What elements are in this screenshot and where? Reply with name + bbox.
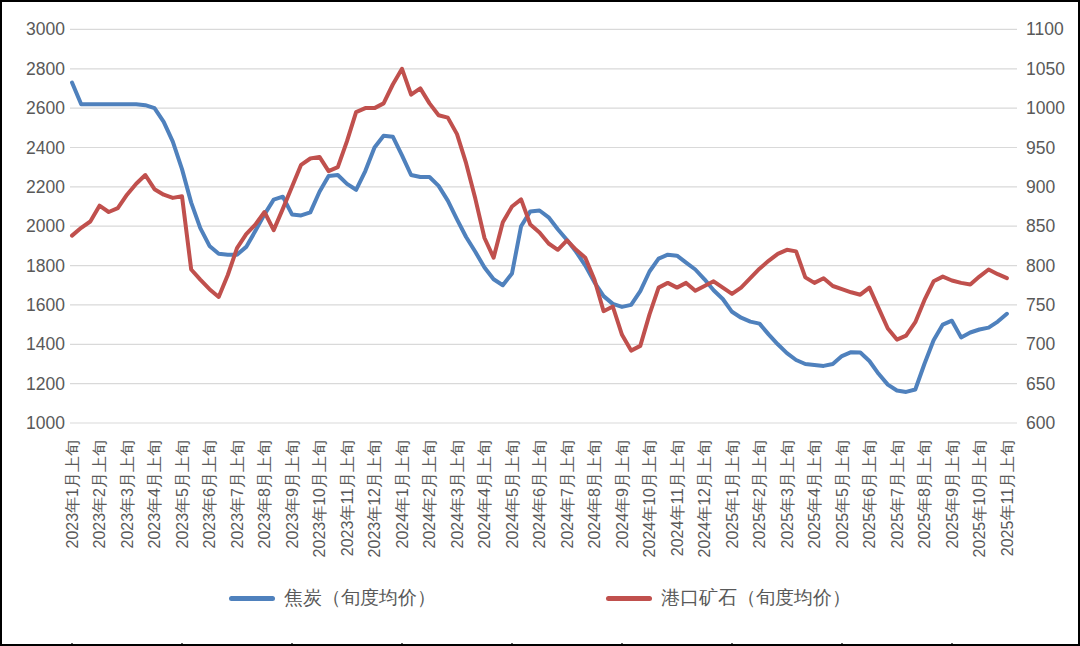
svg-text:2024年7月上旬: 2024年7月上旬 [559, 440, 576, 549]
legend-item-coke: 焦炭（旬度均价） [229, 585, 436, 611]
svg-text:2800: 2800 [26, 59, 65, 79]
svg-text:950: 950 [1026, 138, 1055, 158]
svg-text:2023年5月上旬: 2023年5月上旬 [174, 440, 191, 549]
svg-text:600: 600 [1026, 413, 1055, 433]
svg-text:800: 800 [1026, 256, 1055, 276]
svg-text:2025年8月上旬: 2025年8月上旬 [916, 440, 933, 549]
svg-text:2600: 2600 [26, 98, 65, 118]
svg-text:900: 900 [1026, 177, 1055, 197]
svg-text:1200: 1200 [26, 374, 65, 394]
svg-text:2023年1月上旬: 2023年1月上旬 [64, 440, 81, 549]
svg-text:2023年8月上旬: 2023年8月上旬 [256, 440, 273, 549]
chart-legend: 焦炭（旬度均价） 港口矿石（旬度均价） [2, 585, 1078, 611]
y-axis-left-labels: 3000 2800 2600 2400 2200 2000 1800 1600 1400 1200… [26, 19, 65, 433]
svg-text:1600: 1600 [26, 295, 65, 315]
svg-text:3000: 3000 [26, 19, 65, 39]
svg-text:2024年6月上旬: 2024年6月上旬 [531, 440, 548, 549]
svg-text:2025年4月上旬: 2025年4月上旬 [806, 440, 823, 549]
svg-text:2023年11月上旬: 2023年11月上旬 [339, 440, 356, 556]
series-line-0 [72, 83, 1007, 392]
svg-text:2025年2月上旬: 2025年2月上旬 [751, 440, 768, 549]
svg-text:2025年11月上旬: 2025年11月上旬 [999, 440, 1016, 556]
svg-text:1050: 1050 [1026, 59, 1065, 79]
svg-text:2000: 2000 [26, 216, 65, 236]
svg-text:2023年12月上旬: 2023年12月上旬 [366, 440, 383, 557]
ore-line-swatch [606, 596, 652, 601]
legend-item-ore: 港口矿石（旬度均价） [606, 585, 851, 611]
svg-text:2023年10月上旬: 2023年10月上旬 [311, 440, 328, 557]
svg-text:750: 750 [1026, 295, 1055, 315]
svg-text:2024年4月上旬: 2024年4月上旬 [476, 440, 493, 549]
svg-text:2025年6月上旬: 2025年6月上旬 [861, 440, 878, 549]
svg-text:2025年7月上旬: 2025年7月上旬 [889, 440, 906, 549]
svg-text:1100: 1100 [1026, 19, 1064, 39]
svg-text:2023年6月上旬: 2023年6月上旬 [201, 440, 218, 549]
gridlines [70, 29, 1017, 423]
coke-line-swatch [229, 596, 275, 601]
svg-text:700: 700 [1026, 334, 1055, 354]
svg-text:1800: 1800 [26, 256, 65, 276]
svg-text:2024年8月上旬: 2024年8月上旬 [586, 440, 603, 549]
svg-text:2025年5月上旬: 2025年5月上旬 [834, 440, 851, 549]
svg-text:2023年2月上旬: 2023年2月上旬 [91, 440, 108, 549]
svg-text:2024年1月上旬: 2024年1月上旬 [394, 440, 411, 549]
x-axis-labels: 2023年1月上旬 2023年2月上旬 2023年3月上旬 2023年4月上旬 2023… [64, 440, 1016, 557]
svg-text:2024年9月上旬: 2024年9月上旬 [614, 440, 631, 549]
legend-label-coke: 焦炭（旬度均价） [284, 585, 436, 611]
svg-text:2200: 2200 [26, 177, 65, 197]
svg-text:2024年2月上旬: 2024年2月上旬 [421, 440, 438, 549]
svg-text:2025年3月上旬: 2025年3月上旬 [779, 440, 796, 549]
svg-text:2023年3月上旬: 2023年3月上旬 [119, 440, 136, 549]
chart: 3000 2800 2600 2400 2200 2000 1800 1600 1400 1200… [0, 0, 1080, 646]
svg-text:2024年10月上旬: 2024年10月上旬 [641, 440, 658, 557]
svg-text:1400: 1400 [26, 334, 65, 354]
svg-text:2025年9月上旬: 2025年9月上旬 [944, 440, 961, 549]
svg-text:2023年4月上旬: 2023年4月上旬 [146, 440, 163, 549]
svg-text:1000: 1000 [1026, 98, 1065, 118]
svg-text:2025年10月上旬: 2025年10月上旬 [971, 440, 988, 557]
legend-label-ore: 港口矿石（旬度均价） [661, 585, 851, 611]
svg-text:2023年9月上旬: 2023年9月上旬 [284, 440, 301, 549]
svg-text:2024年11月上旬: 2024年11月上旬 [669, 440, 686, 556]
svg-text:2025年1月上旬: 2025年1月上旬 [724, 440, 741, 549]
svg-text:2024年5月上旬: 2024年5月上旬 [504, 440, 521, 549]
svg-text:2400: 2400 [26, 138, 65, 158]
y-axis-right-labels: 1100 1050 1000 950 900 850 800 750 700 650 600 [1026, 19, 1065, 433]
svg-text:2023年7月上旬: 2023年7月上旬 [229, 440, 246, 549]
svg-text:2024年3月上旬: 2024年3月上旬 [449, 440, 466, 549]
svg-text:650: 650 [1026, 374, 1055, 394]
svg-text:1000: 1000 [26, 413, 65, 433]
svg-text:2024年12月上旬: 2024年12月上旬 [696, 440, 713, 557]
svg-text:850: 850 [1026, 216, 1055, 236]
chart-svg: 3000 2800 2600 2400 2200 2000 1800 1600 1400 1200… [2, 2, 1080, 646]
